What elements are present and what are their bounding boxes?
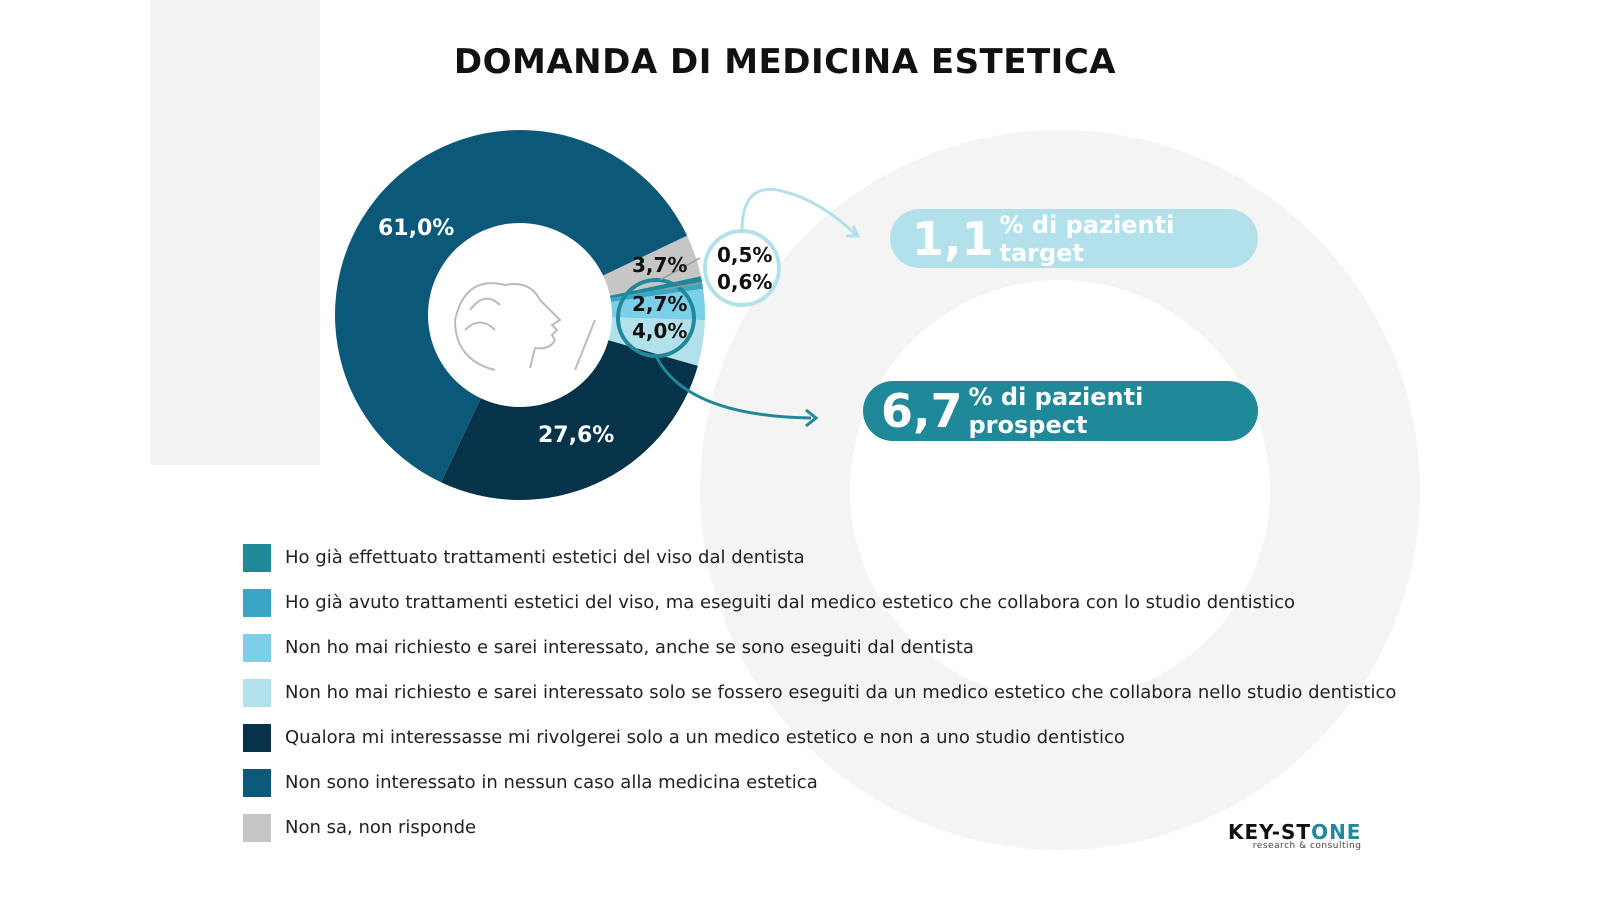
legend-swatch (243, 813, 271, 842)
data-label-61: 61,0% (378, 216, 455, 241)
legend-swatch (243, 633, 271, 662)
data-label-0-5: 0,5% (717, 243, 773, 267)
legend-label: Non ho mai richiesto e sarei interessato… (285, 682, 1397, 703)
arrow-target (740, 188, 859, 238)
legend-item: Non sa, non risponde (243, 805, 1396, 850)
donut-slice-1 (609, 276, 703, 299)
keystone-logo: KEY-STONE research & consulting (1228, 820, 1362, 851)
data-label-0-6: 0,6% (717, 270, 773, 294)
chart-title: DOMANDA DI MEDICINA ESTETICA (453, 42, 1117, 82)
legend-label: Ho già effettuato trattamenti estetici d… (285, 547, 805, 568)
legend-item: Non ho mai richiesto e sarei interessato… (243, 625, 1396, 670)
legend-swatch (243, 678, 271, 707)
donut-slice-3 (611, 288, 706, 321)
callout-target-value: 1,1 (912, 211, 994, 266)
data-label-2-7: 2,7% (632, 292, 688, 316)
legend-item: Qualora mi interessasse mi rivolgerei so… (243, 715, 1396, 760)
background-watermark-k (150, 0, 320, 465)
legend-item: Non ho mai richiesto e sarei interessato… (243, 670, 1396, 715)
callout-target-text: % di pazienti target (999, 210, 1175, 267)
legend-swatch (243, 723, 271, 752)
legend-label: Qualora mi interessasse mi rivolgerei so… (285, 727, 1125, 748)
donut-slice-0 (603, 235, 701, 296)
callout-prospect-text: % di pazienti prospect (968, 383, 1144, 439)
data-label-4-0: 4,0% (632, 319, 688, 343)
legend-swatch (243, 543, 271, 572)
data-label-27-6: 27,6% (538, 423, 615, 448)
donut-slice-4 (608, 317, 705, 366)
face-illustration-icon (453, 282, 596, 371)
callout-prospect: 6,7 % di pazienti prospect (863, 381, 1258, 441)
legend-label: Non ho mai richiesto e sarei interessato… (285, 637, 974, 658)
legend-item: Non sono interessato in nessun caso alla… (243, 760, 1396, 805)
callout-connectors (616, 188, 861, 428)
donut-slice-5 (441, 340, 698, 500)
callout-target: 1,1 % di pazienti target (890, 209, 1258, 268)
callout-prospect-value: 6,7 (881, 384, 963, 438)
donut-slice-6 (335, 130, 688, 483)
legend-label: Non sono interessato in nessun caso alla… (285, 772, 818, 793)
legend-swatch (243, 768, 271, 797)
legend-swatch (243, 588, 271, 617)
legend: Ho già effettuato trattamenti estetici d… (243, 535, 1396, 850)
legend-item: Ho già avuto trattamenti estetici del vi… (243, 580, 1396, 625)
legend-item: Ho già effettuato trattamenti estetici d… (243, 535, 1396, 580)
legend-label: Ho già avuto trattamenti estetici del vi… (285, 592, 1296, 613)
data-label-3-7: 3,7% (632, 253, 688, 277)
arrow-prospect (654, 355, 812, 420)
legend-label: Non sa, non risponde (285, 817, 477, 838)
